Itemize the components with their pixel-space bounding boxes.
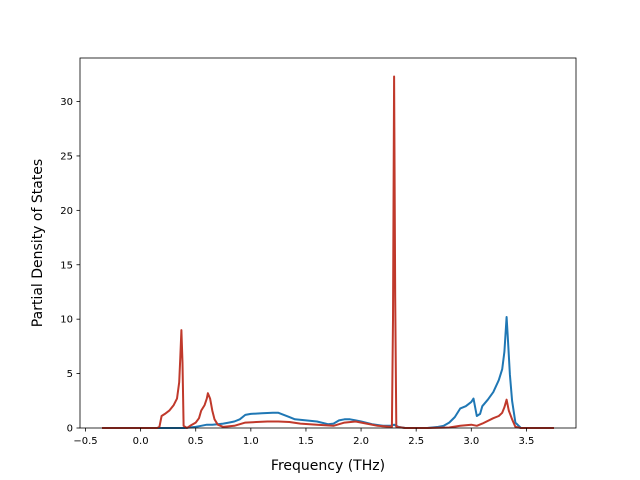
series-line-2 bbox=[102, 75, 554, 429]
x-tick-label: 3.5 bbox=[518, 436, 534, 447]
series-layer bbox=[102, 75, 554, 429]
x-tick-label: −0.5 bbox=[73, 436, 97, 447]
x-tick-label: 1.5 bbox=[298, 436, 314, 447]
y-tick-label: 25 bbox=[60, 151, 73, 162]
y-tick-label: 30 bbox=[60, 97, 73, 108]
y-tick-label: 5 bbox=[67, 369, 73, 380]
x-tick-label: 3.0 bbox=[463, 436, 479, 447]
y-axis: 0 5 10 15 20 25 30 bbox=[60, 97, 80, 435]
y-tick-label: 0 bbox=[67, 424, 73, 435]
x-tick-label: 2.5 bbox=[408, 436, 424, 447]
y-tick-label: 10 bbox=[60, 315, 73, 326]
plot-area-frame bbox=[79, 57, 577, 429]
x-tick-label: 2.0 bbox=[353, 436, 369, 447]
x-tick-label: 0.0 bbox=[133, 436, 149, 447]
y-tick-label: 15 bbox=[60, 260, 73, 271]
x-tick-label: 1.0 bbox=[243, 436, 259, 447]
y-axis-label: Partial Density of States bbox=[30, 159, 46, 327]
y-tick-label: 20 bbox=[60, 206, 73, 217]
x-axis-label: Frequency (THz) bbox=[271, 458, 385, 474]
x-axis: −0.5 0.0 0.5 1.0 1.5 2.0 2.5 3.0 3.5 bbox=[73, 428, 534, 447]
x-tick-label: 0.5 bbox=[188, 436, 204, 447]
